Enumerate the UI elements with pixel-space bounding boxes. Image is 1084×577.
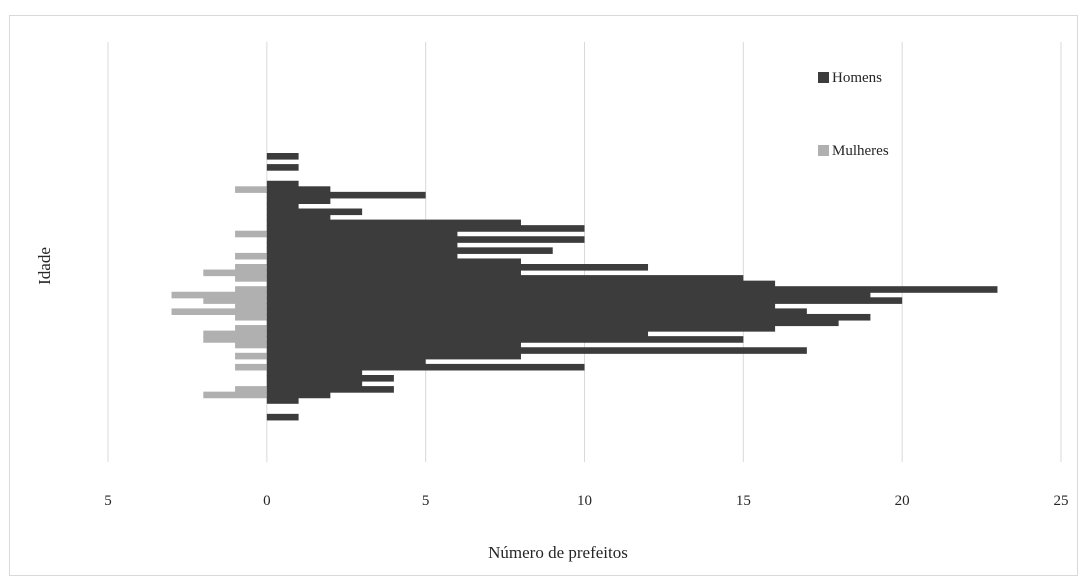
bar-homens-28 bbox=[266, 308, 807, 315]
series-homens bbox=[266, 153, 998, 421]
bar-mulheres-43 bbox=[203, 391, 267, 399]
series-mulheres bbox=[171, 186, 267, 399]
bar-homens-20 bbox=[266, 264, 649, 271]
bar-homens-30 bbox=[266, 319, 839, 327]
x-axis-title: Número de prefeitos bbox=[488, 543, 628, 562]
bar-mulheres-36 bbox=[235, 352, 267, 360]
bar-homens-15 bbox=[266, 236, 585, 243]
x-tick-label-2: 5 bbox=[422, 493, 430, 509]
legend-swatch-mulheres bbox=[818, 145, 829, 156]
bar-homens-44 bbox=[266, 397, 299, 404]
bar-homens-0 bbox=[266, 153, 299, 160]
bar-homens-16 bbox=[266, 241, 458, 249]
bar-homens-2 bbox=[266, 164, 299, 171]
bar-mulheres-34 bbox=[235, 341, 267, 349]
x-tick-label-3: 10 bbox=[577, 493, 592, 509]
x-tick-label-1: 0 bbox=[263, 493, 271, 509]
bar-homens-25 bbox=[266, 291, 871, 299]
bar-homens-14 bbox=[266, 230, 458, 238]
x-tick-label-0: 5 bbox=[104, 493, 112, 509]
y-axis-title: Idade bbox=[35, 247, 54, 285]
gridlines bbox=[107, 42, 1062, 462]
bar-mulheres-21 bbox=[203, 269, 267, 277]
bar-homens-21 bbox=[266, 269, 521, 277]
bar-homens-6 bbox=[266, 186, 331, 193]
bar-homens-9 bbox=[266, 202, 299, 210]
bar-homens-31 bbox=[266, 325, 776, 332]
bar-homens-10 bbox=[266, 208, 363, 216]
bar-homens-12 bbox=[266, 219, 521, 227]
bar-mulheres-20 bbox=[235, 264, 267, 271]
bar-homens-24 bbox=[266, 286, 998, 293]
bar-homens-23 bbox=[266, 280, 776, 288]
bar-mulheres-25 bbox=[171, 291, 267, 299]
x-tick-labels: 5 0 5 10 15 20 25 bbox=[104, 493, 1068, 509]
bar-mulheres-26 bbox=[203, 297, 267, 304]
bar-homens-34 bbox=[266, 341, 521, 349]
bar-homens-41 bbox=[266, 380, 363, 388]
bar-homens-39 bbox=[266, 369, 363, 377]
x-tick-label-4: 15 bbox=[736, 493, 751, 509]
bar-homens-7 bbox=[266, 191, 426, 199]
bar-mulheres-27 bbox=[235, 302, 267, 310]
bar-homens-22 bbox=[266, 275, 744, 282]
bar-homens-26 bbox=[266, 297, 903, 304]
bar-homens-35 bbox=[266, 347, 807, 354]
bar-homens-11 bbox=[266, 214, 331, 221]
bar-mulheres-24 bbox=[235, 286, 267, 293]
bar-mulheres-32 bbox=[203, 330, 267, 338]
bar-homens-40 bbox=[266, 375, 394, 382]
bar-mulheres-29 bbox=[235, 313, 267, 321]
bar-homens-8 bbox=[266, 197, 331, 204]
bar-homens-13 bbox=[266, 225, 585, 232]
bar-homens-5 bbox=[266, 180, 299, 188]
bar-homens-33 bbox=[266, 336, 744, 343]
bar-mulheres-18 bbox=[235, 252, 267, 260]
bar-mulheres-6 bbox=[235, 186, 267, 193]
bar-homens-29 bbox=[266, 313, 871, 321]
bar-homens-47 bbox=[266, 413, 299, 421]
bar-homens-42 bbox=[266, 386, 394, 393]
legend-swatch-homens bbox=[818, 72, 829, 83]
legend-label-homens: Homens bbox=[832, 70, 882, 86]
bar-mulheres-33 bbox=[203, 336, 267, 343]
bar-mulheres-42 bbox=[235, 386, 267, 393]
bar-homens-38 bbox=[266, 363, 585, 371]
bar-mulheres-28 bbox=[171, 308, 267, 315]
bar-homens-43 bbox=[266, 391, 331, 399]
legend-label-mulheres: Mulheres bbox=[832, 143, 889, 159]
x-tick-label-5: 20 bbox=[895, 493, 910, 509]
bar-mulheres-38 bbox=[235, 363, 267, 371]
chart-frame bbox=[9, 15, 1078, 576]
bar-mulheres-14 bbox=[235, 230, 267, 238]
legend: Homens Mulheres bbox=[818, 70, 889, 159]
bar-homens-19 bbox=[266, 258, 521, 266]
x-tick-label-6: 25 bbox=[1054, 493, 1069, 509]
bar-homens-32 bbox=[266, 330, 649, 338]
bar-homens-18 bbox=[266, 252, 458, 260]
bar-homens-17 bbox=[266, 247, 553, 254]
bar-mulheres-22 bbox=[235, 275, 267, 282]
bar-homens-36 bbox=[266, 352, 521, 360]
bar-mulheres-31 bbox=[235, 325, 267, 332]
bar-homens-37 bbox=[266, 358, 426, 365]
bar-homens-27 bbox=[266, 302, 776, 310]
